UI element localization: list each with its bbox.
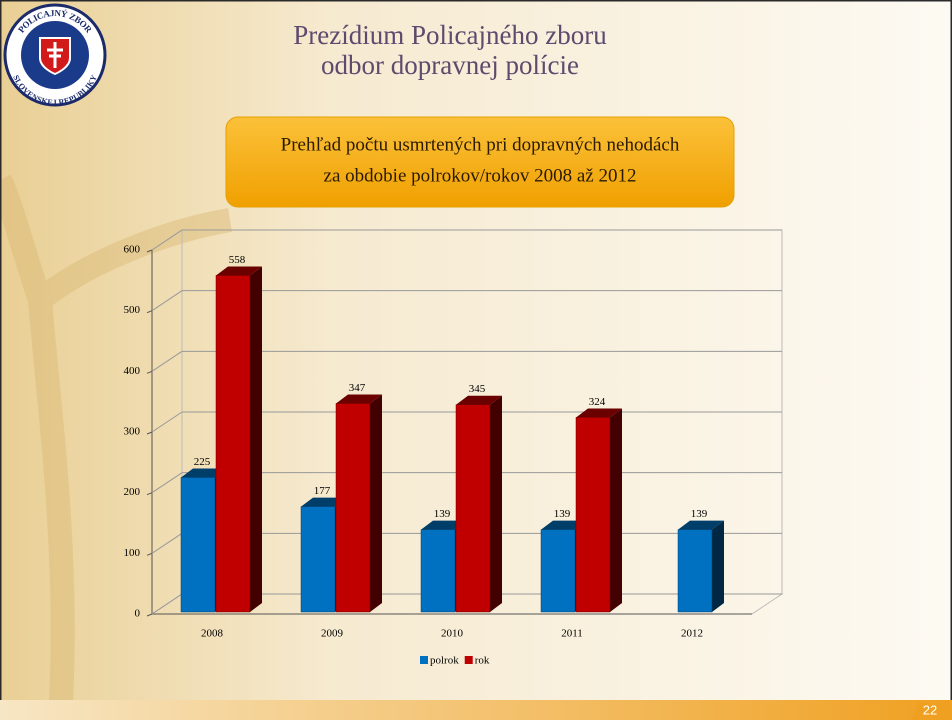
logo: POLICAJNÝ ZBOR SLOVENSKEJ REPUBLIKY (3, 3, 107, 107)
data-label: 139 (691, 508, 708, 520)
grid-line (151, 532, 183, 554)
bar-side (370, 394, 382, 612)
bar-top (421, 520, 467, 530)
grid-line (151, 290, 183, 312)
bar (455, 404, 491, 613)
data-label: 139 (554, 508, 571, 520)
y-tick-label: 500 (124, 304, 141, 316)
x-tick-label: 2010 (441, 628, 464, 640)
legend-label: polrok (430, 655, 459, 667)
bar (420, 529, 456, 613)
bar-top (216, 266, 262, 276)
y-tick (146, 310, 153, 314)
data-label: 225 (194, 456, 211, 468)
header-line: Prezídium Policajného zboru (293, 20, 607, 50)
legend-swatch (464, 656, 473, 664)
footer-bar (0, 700, 952, 720)
chart-title-box (225, 116, 735, 208)
bar-3d (215, 266, 262, 613)
y-tick-label: 0 (135, 608, 141, 620)
y-tick-label: 400 (124, 365, 141, 377)
data-label: 347 (349, 382, 366, 394)
bar-side (490, 395, 502, 612)
data-label: 324 (589, 396, 606, 408)
legend-label: rok (475, 655, 490, 667)
bar-3d (335, 394, 382, 613)
y-tick (146, 492, 153, 496)
bar (677, 529, 713, 613)
page-tab (912, 703, 946, 720)
grid-line (151, 472, 183, 494)
bar (575, 417, 611, 613)
data-label: 139 (434, 508, 451, 520)
y-tick-label: 300 (124, 426, 141, 438)
y-tick-label: 200 (124, 486, 141, 498)
logo-cross (47, 42, 63, 68)
bar-top (336, 394, 382, 404)
bar-top (456, 395, 502, 405)
bar-side (610, 408, 622, 612)
y-tick (146, 249, 153, 253)
y-tick (146, 370, 153, 374)
bar-side (712, 520, 724, 612)
bar-side (250, 266, 262, 612)
bar (300, 506, 336, 613)
chart-title: Prehľad počtu usmrtených pri dopravných … (281, 134, 680, 155)
bar-top (576, 408, 622, 418)
bar-3d (455, 395, 502, 613)
y-tick-label: 600 (124, 244, 141, 256)
bar-top (678, 520, 724, 530)
grid-line (151, 229, 183, 251)
bar (180, 477, 216, 613)
data-label: 177 (314, 485, 331, 497)
y-tick (146, 552, 153, 556)
bar (215, 275, 251, 613)
grid-line (151, 350, 183, 372)
page-number: 22 (923, 702, 937, 717)
grid-line (151, 593, 183, 615)
data-label: 558 (229, 254, 246, 266)
tree-decoration (0, 174, 233, 721)
bar-3d (677, 520, 724, 613)
data-label: 345 (469, 383, 486, 395)
chart-title: za obdobie polrokov/rokov 2008 až 2012 (324, 165, 637, 186)
x-tick-label: 2008 (201, 628, 224, 640)
legend-swatch (420, 656, 428, 664)
bar-top (301, 497, 347, 507)
x-tick-label: 2009 (321, 628, 344, 640)
y-tick-label: 100 (124, 547, 141, 559)
x-tick-label: 2012 (681, 628, 703, 640)
grid-line (151, 411, 183, 433)
bar-top (541, 520, 587, 530)
bar (540, 529, 576, 613)
y-tick (146, 431, 153, 435)
y-tick (146, 613, 153, 617)
bar-top (181, 468, 227, 478)
header-line: odbor dopravnej polície (321, 50, 579, 80)
x-tick-label: 2011 (561, 628, 583, 640)
bar-3d (575, 408, 622, 613)
bar (335, 403, 371, 613)
